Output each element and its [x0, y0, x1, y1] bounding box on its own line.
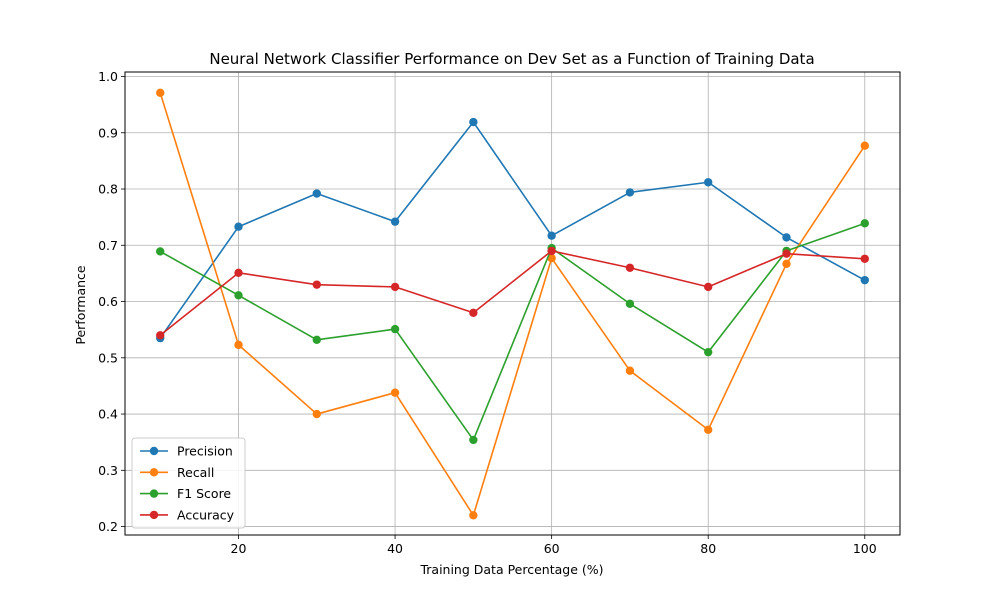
accuracy-point [469, 308, 478, 317]
grid [125, 72, 900, 535]
recall-point [390, 388, 400, 397]
precision-point [390, 217, 400, 226]
x-tick-label: 100 [853, 541, 877, 556]
series-f1-score [156, 219, 869, 445]
legend-swatch-marker [149, 510, 159, 520]
accuracy-point [312, 280, 321, 289]
y-tick-label: 0.2 [98, 519, 118, 534]
legend-item-f1-score: F1 Score [140, 486, 231, 501]
recall-point [156, 88, 165, 98]
legend-label: F1 Score [177, 486, 231, 501]
precision-point [782, 233, 791, 242]
y-tick-label: 0.8 [98, 182, 118, 197]
x-tick-label: 20 [231, 541, 247, 556]
legend-label: Accuracy [177, 507, 235, 522]
y-tick-label: 1.0 [98, 69, 118, 84]
legend-item-recall: Recall [140, 465, 214, 480]
y-tick-label: 0.6 [98, 294, 118, 309]
f1-score-point [469, 435, 478, 445]
chart-title: Neural Network Classifier Performance on… [209, 50, 814, 68]
y-axis-label: Performance [73, 265, 88, 345]
accuracy-line [159, 250, 865, 336]
f1-score-point [860, 219, 869, 228]
accuracy-point [156, 331, 165, 340]
precision-point [234, 222, 243, 231]
plot-frame [124, 71, 901, 536]
accuracy-point [860, 254, 869, 263]
precision-point [860, 275, 869, 285]
x-tick-label: 40 [387, 541, 403, 556]
x-tick-label: 60 [544, 541, 560, 556]
legend: Precision Recall F1 Score Accuracy [131, 437, 246, 529]
precision-point [547, 231, 556, 240]
y-tick-label: 0.4 [98, 407, 118, 422]
precision-point [312, 189, 321, 198]
precision-line [159, 121, 866, 339]
legend-label: Recall [177, 465, 214, 480]
series-precision [156, 117, 869, 343]
y-tick-label: 0.9 [98, 125, 118, 140]
x-axis-label: Training Data Percentage (%) [419, 562, 603, 577]
f1-score-point [625, 299, 635, 308]
precision-point [704, 178, 713, 187]
accuracy-point [704, 282, 713, 292]
legend-item-precision: Precision [140, 444, 233, 459]
legend-box [131, 437, 246, 529]
accuracy-point [782, 249, 791, 258]
f1-score-point [312, 335, 321, 344]
legend-swatch-marker [149, 446, 159, 456]
y-tick-label: 0.5 [98, 350, 118, 365]
f1-score-point [156, 247, 165, 256]
recall-point [469, 511, 478, 520]
series-recall [156, 88, 869, 520]
legend-item-accuracy: Accuracy [140, 507, 235, 522]
recall-point [547, 254, 556, 263]
x-tick-label: 80 [700, 541, 716, 556]
y-tick-label: 0.3 [98, 463, 118, 478]
legend-swatch-marker [149, 489, 159, 498]
legend-label: Precision [177, 444, 233, 459]
recall-point [234, 340, 243, 350]
axis-ticks: 20 40 60 80 100 0.2 0.3 0.4 0.5 0.6 0.7 0.8 0.9 1.0 [98, 69, 877, 556]
series-accuracy [156, 246, 869, 340]
legend-swatch-marker [149, 468, 159, 477]
recall-line [159, 92, 866, 517]
precision-point [625, 188, 635, 197]
accuracy-point [625, 263, 635, 272]
recall-point [860, 141, 869, 150]
f1-score-point [704, 347, 713, 357]
recall-point [625, 366, 635, 375]
f1-score-point [234, 291, 243, 300]
f1-score-point [390, 324, 400, 334]
accuracy-point [390, 282, 400, 292]
series-lines [156, 88, 869, 520]
f1-score-line [159, 222, 866, 441]
recall-point [312, 409, 321, 419]
y-tick-label: 0.7 [98, 238, 118, 253]
recall-point [704, 425, 713, 434]
recall-point [782, 259, 791, 269]
precision-point [469, 117, 478, 127]
accuracy-point [547, 246, 556, 256]
accuracy-point [234, 268, 243, 278]
